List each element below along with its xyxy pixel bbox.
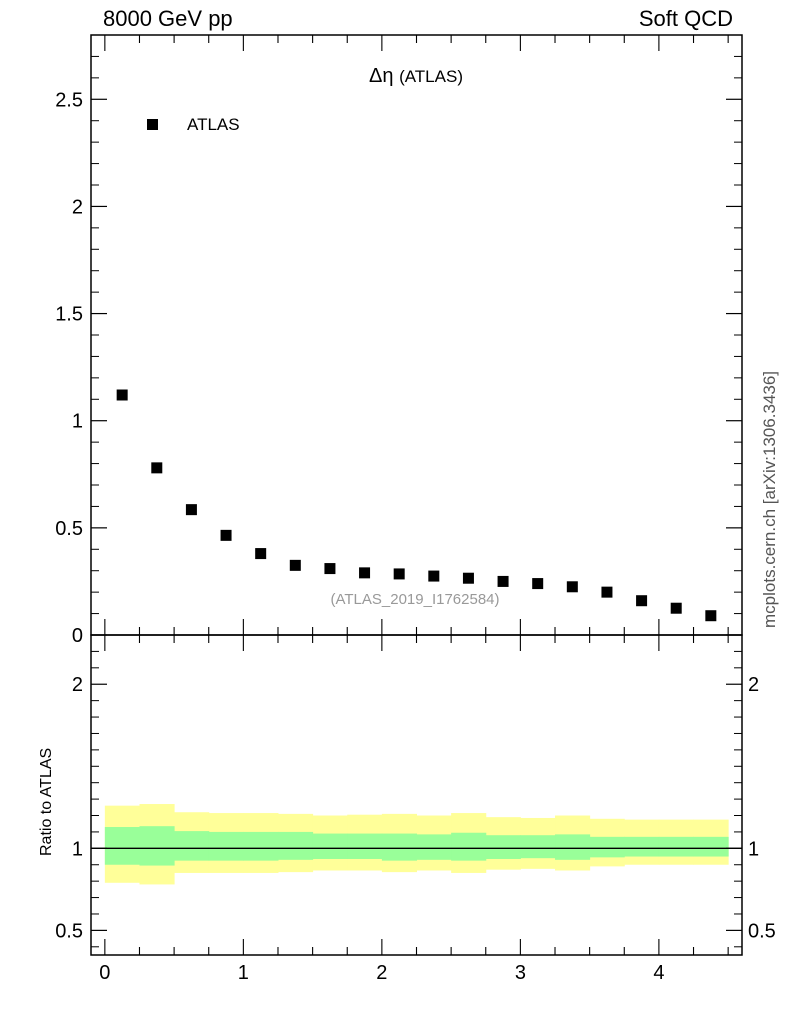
data-point xyxy=(324,563,336,575)
process-label: Soft QCD xyxy=(638,6,733,31)
x-tick-label: 4 xyxy=(653,962,664,984)
uncertainty-band-bin xyxy=(277,831,314,860)
uncertainty-band-bin xyxy=(624,836,660,857)
data-point xyxy=(428,570,440,582)
data-point xyxy=(636,595,648,607)
main-y-tick-label: 2.5 xyxy=(55,89,83,111)
ratio-y-tick-label: 0.5 xyxy=(55,920,83,942)
ratio-y-tick-label-right: 0.5 xyxy=(748,920,776,942)
main-panel: 0 0.5 1 1.5 2 2.5 Δη (ATLAS) ATLAS (ATLAS_201… xyxy=(55,34,743,647)
chart-title: Δη (ATLAS) xyxy=(369,65,463,87)
ratio-frame xyxy=(90,634,743,956)
x-tick-label: 1 xyxy=(238,962,249,984)
uncertainty-band-bin xyxy=(312,833,348,859)
main-y-tick-label: 1 xyxy=(72,411,83,433)
x-tick-label: 2 xyxy=(376,962,387,984)
uncertainty-band-bin xyxy=(347,833,383,859)
x-tick-label: 0 xyxy=(99,962,110,984)
data-point xyxy=(497,575,509,587)
ratio-y-tick-label-right: 2 xyxy=(748,674,759,696)
ratio-x-ticks: 0 1 2 3 4 xyxy=(99,635,729,984)
data-point xyxy=(705,610,717,622)
uncertainty-band-bin xyxy=(555,834,591,860)
x-tick-label: 3 xyxy=(515,962,526,984)
data-point xyxy=(220,529,232,541)
main-y-tick-label: 1.5 xyxy=(55,304,83,326)
data-point xyxy=(462,572,474,584)
uncertainty-band-bin xyxy=(104,827,140,865)
uncertainty-band-bin xyxy=(174,831,210,861)
data-point xyxy=(116,389,128,401)
main-y-tick-label: 0.5 xyxy=(55,518,83,540)
ratio-y-tick-label-right: 1 xyxy=(748,838,759,860)
ratio-y-ticks: 0.5 0.5 1 1 2 2 xyxy=(55,650,776,948)
ratio-y-tick-label: 1 xyxy=(72,838,83,860)
ratio-panel: 0.5 0.5 1 1 2 2 0 1 2 3 4 xyxy=(55,634,776,984)
uncertainty-band-bin xyxy=(243,831,279,861)
uncertainty-band-bin xyxy=(658,836,695,857)
ratio-y-tick-label: 2 xyxy=(72,674,83,696)
data-points xyxy=(116,389,717,622)
uncertainty-band-bin xyxy=(208,831,244,861)
main-y-tick-label: 0 xyxy=(72,625,83,647)
data-point xyxy=(359,567,371,579)
data-point xyxy=(151,462,163,474)
data-point xyxy=(255,548,267,560)
data-point xyxy=(289,559,301,571)
uncertainty-band-bin xyxy=(139,826,175,866)
main-frame xyxy=(90,34,743,636)
main-y-tick-label: 2 xyxy=(72,196,83,218)
analysis-label: (ATLAS_2019_I1762584) xyxy=(330,591,499,608)
data-point xyxy=(670,602,682,614)
main-x-ticks xyxy=(104,35,729,635)
uncertainty-band-bin xyxy=(589,836,625,858)
uncertainty-band-bin xyxy=(520,835,556,859)
data-point xyxy=(601,586,613,598)
data-point xyxy=(532,578,544,590)
uncertainty-bands xyxy=(104,804,729,885)
uncertainty-band-bin xyxy=(416,834,452,860)
uncertainty-band-bin xyxy=(381,833,417,861)
data-point xyxy=(566,581,578,593)
data-point xyxy=(185,504,197,516)
data-point xyxy=(393,568,405,580)
legend-marker xyxy=(147,119,158,130)
legend-label: ATLAS xyxy=(187,115,240,134)
energy-label: 8000 GeV pp xyxy=(103,6,233,31)
uncertainty-band-bin xyxy=(485,835,521,859)
uncertainty-band-bin xyxy=(693,836,729,857)
uncertainty-band-bin xyxy=(451,832,487,861)
